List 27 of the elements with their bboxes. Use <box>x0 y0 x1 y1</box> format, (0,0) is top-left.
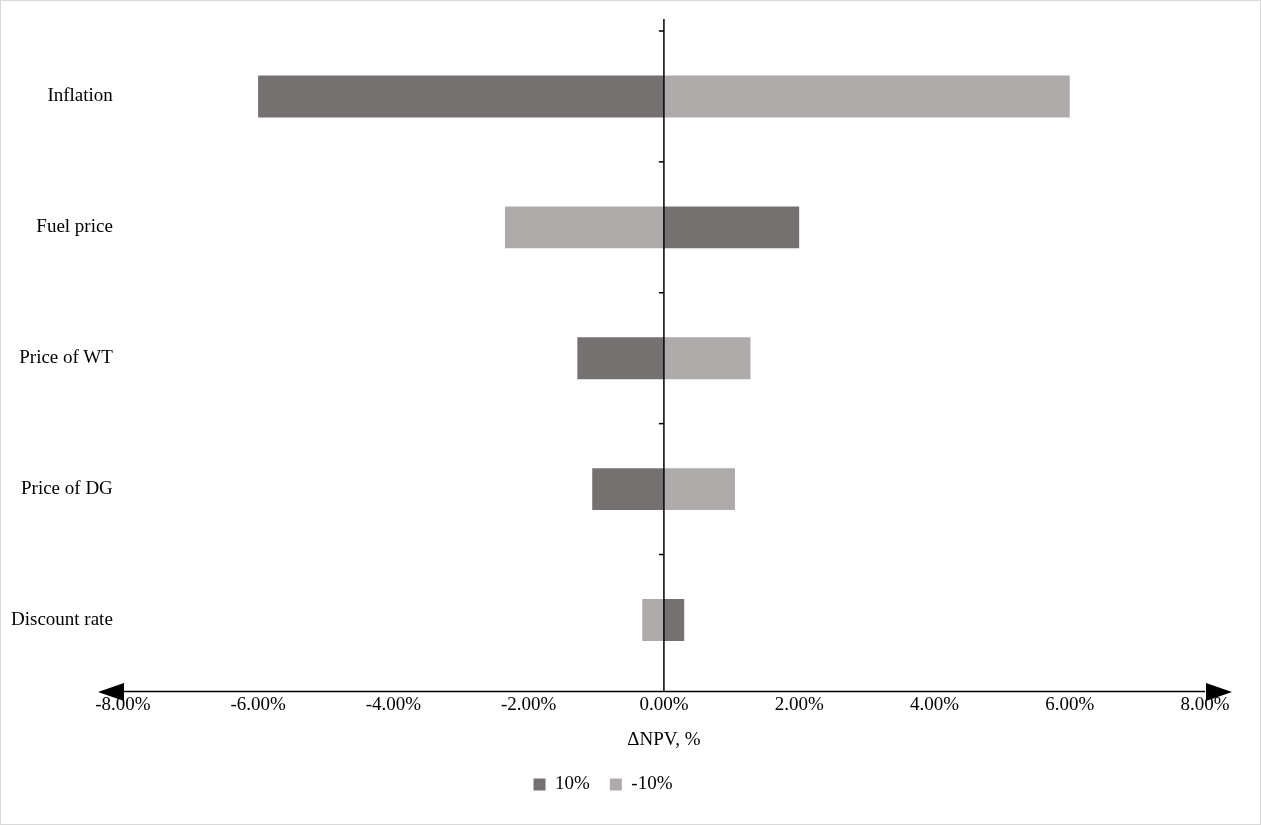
bar <box>663 206 800 249</box>
x-tick-label: 6.00% <box>1045 692 1095 714</box>
bar <box>663 599 685 641</box>
bar <box>663 75 1070 118</box>
y-tick-label: Price of WT <box>19 346 114 368</box>
x-tick-label: 0.00% <box>639 692 689 714</box>
x-tick-label: -8.00% <box>95 692 151 714</box>
x-tick-label: -2.00% <box>500 692 557 714</box>
bar <box>592 468 664 511</box>
bar <box>258 75 664 118</box>
y-tick-label: Discount rate <box>11 607 113 629</box>
x-tick-label: 2.00% <box>774 692 824 714</box>
x-axis-title: ΔNPV, % <box>627 727 701 749</box>
bar <box>577 337 664 380</box>
bar <box>504 206 664 249</box>
x-tick-label: -6.00% <box>230 692 286 714</box>
x-tick-label: -4.00% <box>365 692 422 714</box>
legend-label: 10% <box>555 772 591 794</box>
bar <box>663 468 735 511</box>
x-tick-label: 4.00% <box>909 692 960 714</box>
bar <box>642 599 664 641</box>
y-tick-label: Price of DG <box>21 477 114 499</box>
bar <box>663 337 751 380</box>
legend-label: -10% <box>631 772 673 794</box>
y-tick-label: Fuel price <box>36 215 113 237</box>
y-tick-label: Inflation <box>47 84 114 106</box>
x-tick-label: 8.00% <box>1180 692 1230 714</box>
